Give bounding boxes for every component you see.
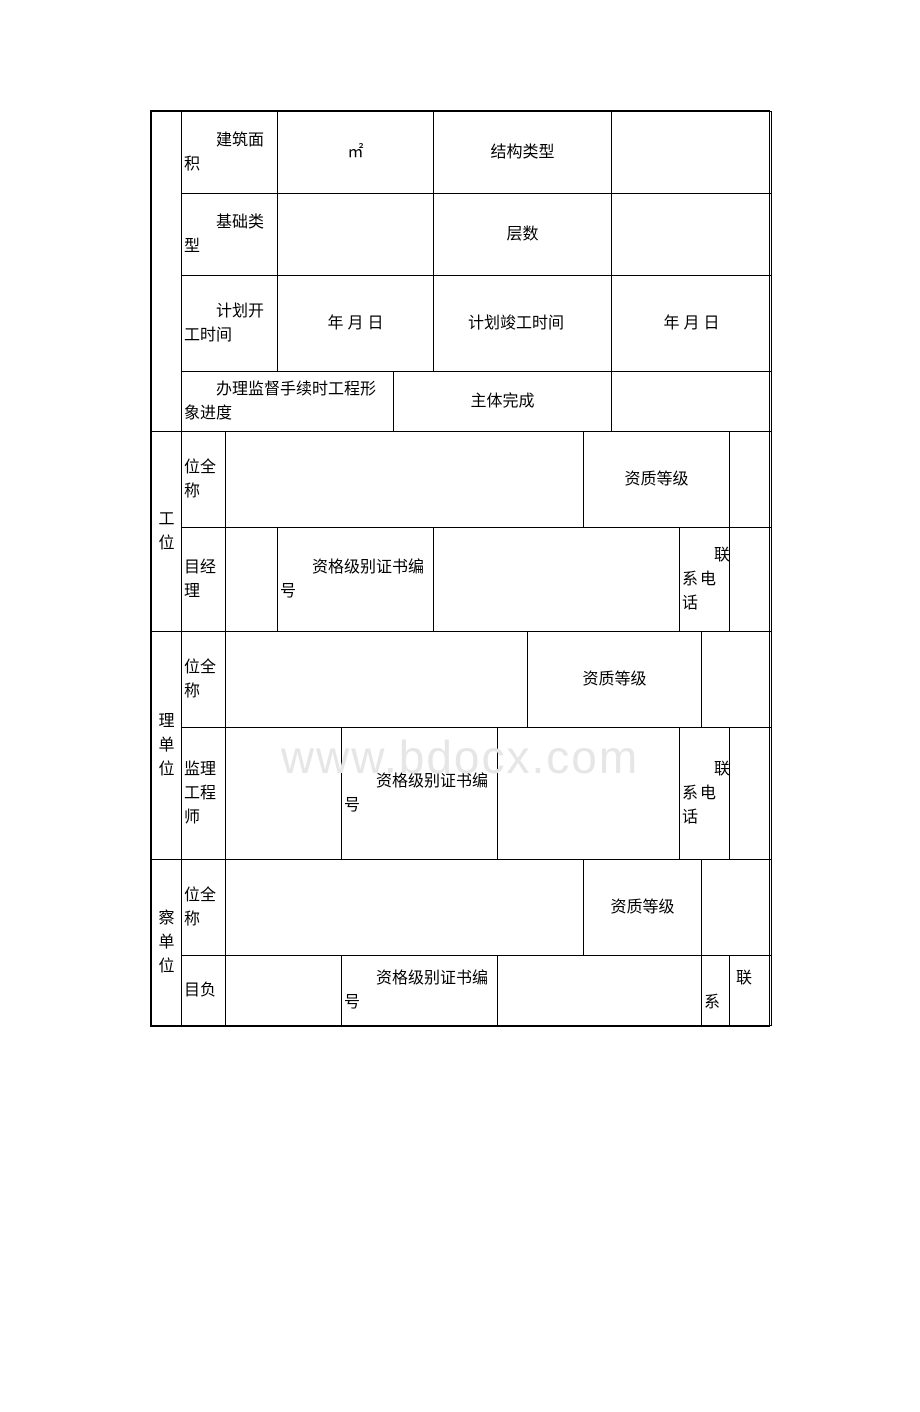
shigong-r2c1: 目经理	[182, 528, 226, 632]
s1-r3c1: 计划开工时间	[182, 276, 278, 372]
s1-r1c3: 结构类型	[434, 112, 612, 194]
shigong-r1c2[interactable]	[226, 432, 584, 528]
shigong-header: 工 位	[152, 432, 182, 632]
s1-r2c1: 基础类型	[182, 194, 278, 276]
kancha-r2c3: 资格级别证书编号	[342, 956, 498, 1026]
shigong-r1c3: 资质等级	[584, 432, 730, 528]
shigong-r2c6[interactable]	[730, 528, 772, 632]
jianli-r1c4[interactable]	[702, 632, 772, 728]
s1-r4c2[interactable]: 主体完成	[394, 372, 612, 432]
jianli-r1c1: 位全称	[182, 632, 226, 728]
kancha-r1c1: 位全称	[182, 860, 226, 956]
jianli-r2c5: 联系 电话	[680, 728, 730, 860]
jianli-r2c4[interactable]	[498, 728, 680, 860]
kancha-r1c4[interactable]	[702, 860, 772, 956]
s1-r3c2[interactable]: 年 月 日	[278, 276, 434, 372]
kancha-r2c2[interactable]	[226, 956, 342, 1026]
jianli-r2c3: 资格级别证书编号	[342, 728, 498, 860]
jianli-r2c6[interactable]	[730, 728, 772, 860]
s1-header	[152, 112, 182, 432]
s1-r2c3: 层数	[434, 194, 612, 276]
s1-r3c3: 计划竣工时间	[434, 276, 612, 372]
s1-r1c2: ㎡	[278, 112, 434, 194]
shigong-r1c1: 位全称	[182, 432, 226, 528]
kancha-r2c1: 目负	[182, 956, 226, 1026]
shigong-r2c2[interactable]	[226, 528, 278, 632]
kancha-header: 察单位	[152, 860, 182, 1026]
shigong-r1c4[interactable]	[730, 432, 772, 528]
shigong-r2c4[interactable]	[434, 528, 680, 632]
shigong-r2c3: 资格级别证书编号	[278, 528, 434, 632]
kancha-r1c2[interactable]	[226, 860, 584, 956]
form-table: 建筑面积 ㎡ 结构类型 基础类型 层数 计划开工时间 年 月 日 计划竣工时间 …	[150, 110, 770, 1027]
jianli-header: 理单位	[152, 632, 182, 860]
kancha-r1c3: 资质等级	[584, 860, 702, 956]
kancha-r2c5: 联系	[702, 956, 730, 1026]
s1-r1c4[interactable]	[612, 112, 772, 194]
jianli-r1c2[interactable]	[226, 632, 528, 728]
jianli-r1c3: 资质等级	[528, 632, 702, 728]
kancha-r2c4[interactable]	[498, 956, 702, 1026]
shigong-r2c5: 联系 电话	[680, 528, 730, 632]
s1-r4c3[interactable]	[612, 372, 772, 432]
s1-r3c4[interactable]: 年 月 日	[612, 276, 772, 372]
s1-r4c1: 办理监督手续时工程形象进度	[182, 372, 394, 432]
s1-r2c2[interactable]	[278, 194, 434, 276]
jianli-r2c1: 监理工程师	[182, 728, 226, 860]
s1-r1c1: 建筑面积	[182, 112, 278, 194]
jianli-r2c2[interactable]	[226, 728, 342, 860]
s1-r2c4[interactable]	[612, 194, 772, 276]
